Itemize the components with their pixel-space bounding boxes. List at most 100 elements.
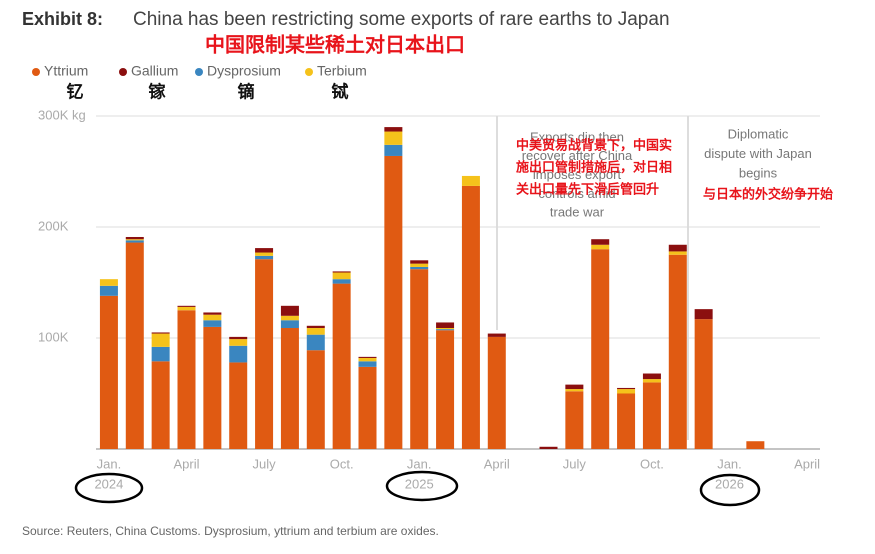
legend-label: Terbium (317, 63, 367, 79)
bar-segment (125, 236, 144, 240)
x-tick-label: Oct. (330, 456, 354, 471)
bar-segment (565, 389, 584, 392)
annotation-translation: 施出口管制措施后，对日相 (516, 159, 672, 174)
bar-segment (203, 326, 222, 449)
bar-segment (125, 240, 144, 243)
bar-segment (461, 185, 480, 449)
bar-segment (229, 362, 248, 449)
bar-segment (255, 255, 274, 260)
annotation-text: dispute with Japan (704, 146, 812, 161)
annotation-translation: 中美贸易战背景下，中国实 (516, 137, 672, 152)
bar-segment (358, 366, 377, 449)
bar-segment (177, 310, 196, 449)
bar-segment (461, 175, 480, 186)
bar-segment (358, 357, 377, 362)
bar-segment (642, 379, 661, 383)
y-tick-label: 200K (38, 218, 69, 233)
x-year-label: 2024 (94, 476, 123, 491)
x-tick-label: Jan. (97, 456, 122, 471)
x-tick-label: April (173, 456, 199, 471)
bar-segment (358, 356, 377, 358)
bar-segment (410, 266, 429, 270)
bar-segment (125, 242, 144, 449)
bar-segment (358, 361, 377, 367)
bar-segment (99, 285, 118, 296)
x-tick-label: July (253, 456, 277, 471)
bar-segment (617, 387, 636, 390)
x-tick-label: July (563, 456, 587, 471)
bar-segment (410, 263, 429, 267)
bar-segment (151, 346, 170, 362)
bar-segment (565, 384, 584, 390)
y-tick-label: 300K kg (38, 107, 86, 122)
x-tick-label: April (794, 456, 820, 471)
x-tick-label: Jan. (717, 456, 742, 471)
bar-segment (384, 155, 403, 449)
bar-segment (306, 334, 325, 351)
bar-segment (436, 322, 455, 329)
legend-label: Dysprosium (207, 63, 281, 79)
bar-segment (694, 309, 713, 320)
bar-segment (436, 330, 455, 449)
annotation-text: trade war (550, 205, 605, 220)
bar-segment (306, 350, 325, 449)
bar-segment (591, 249, 610, 449)
bar-segment (617, 389, 636, 394)
annotation-text: Exports dip then (530, 129, 624, 144)
bar-segment (642, 382, 661, 449)
bar-segment (694, 319, 713, 449)
bar-segment (436, 328, 455, 330)
annotation-text: begins (739, 165, 778, 180)
bar-segment (280, 305, 299, 316)
bar-segment (332, 283, 351, 449)
bar-segment (332, 279, 351, 284)
bar-segment (642, 373, 661, 380)
legend-marker (32, 68, 40, 76)
bar-segment (203, 314, 222, 321)
bar-segment (151, 361, 170, 449)
source-note: Source: Reuters, China Customs. Dysprosi… (22, 524, 439, 538)
annotation-text: controls amid (538, 186, 615, 201)
x-tick-label: Oct. (640, 456, 664, 471)
legend-translation: 镓 (149, 81, 167, 101)
legend-translation: 钇 (67, 81, 84, 101)
bar-segment (280, 315, 299, 321)
annotation-text: recover after China (522, 148, 633, 163)
bar-segment (229, 339, 248, 346)
bar-segment (203, 320, 222, 327)
bar-segment (99, 295, 118, 449)
bar-segment (668, 254, 687, 449)
chart-title: China has been restricting some exports … (133, 9, 670, 30)
bar-segment (151, 332, 170, 334)
title-translation: 中国限制某些稀土对日本出口 (205, 32, 465, 56)
legend-label: Gallium (131, 63, 178, 79)
bar-segment (306, 325, 325, 329)
legend-translation: 铽 (332, 81, 349, 101)
legend-translation: 镝 (238, 81, 255, 101)
legend-marker (305, 68, 313, 76)
bar-segment (746, 441, 765, 449)
bar-segment (280, 328, 299, 449)
bar-segment (591, 239, 610, 245)
annotation-text: Diplomatic (728, 126, 789, 141)
legend-marker (195, 68, 203, 76)
bar-segment (487, 333, 506, 337)
bar-segment (410, 260, 429, 264)
bar-segment (151, 333, 170, 347)
annotation-translation: 关出口量先下滑后管回升 (516, 181, 659, 196)
bar-segment (280, 320, 299, 329)
bar-segment (668, 251, 687, 255)
legend-marker (119, 68, 127, 76)
bar-segment (384, 131, 403, 145)
year-highlight (74, 472, 144, 504)
bar-segment (255, 252, 274, 256)
annotation-text: imposes export (533, 167, 622, 182)
x-year-label: 2025 (405, 476, 434, 491)
year-highlight (385, 470, 459, 502)
bar-segment (668, 244, 687, 252)
bar-segment (203, 312, 222, 315)
year-highlight (699, 473, 761, 507)
bar-segment (539, 446, 558, 449)
bar-segment (99, 279, 118, 286)
